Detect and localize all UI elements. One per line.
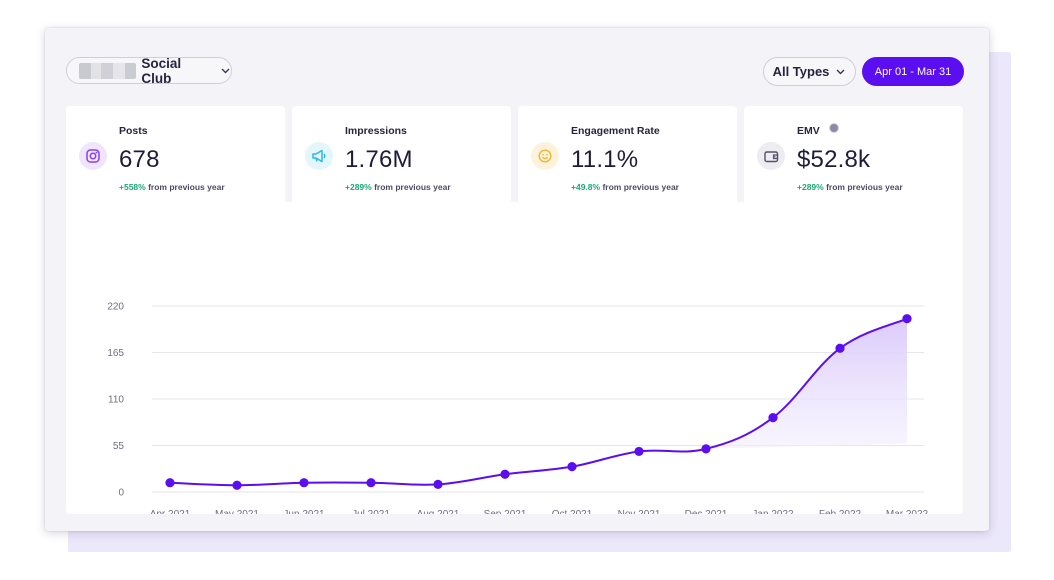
card-value: 678 <box>119 146 160 173</box>
x-tick-label: Nov 2021 <box>618 509 661 514</box>
type-filter-dropdown[interactable]: All Types <box>763 57 856 86</box>
smiley-icon <box>531 142 559 170</box>
y-tick-label: 55 <box>113 441 125 452</box>
card-value: $52.8k <box>797 146 871 173</box>
data-point[interactable] <box>768 413 778 423</box>
stat-card-emv: EMV $52.8k +289% from previous year <box>744 106 963 202</box>
line-chart: 0 55 110 165 220 Apr 2021 May 2021 Jun 2021 Jul… <box>107 302 929 515</box>
x-tick-label: May 2021 <box>215 509 259 514</box>
x-tick-label: Mar 2022 <box>886 509 929 514</box>
stat-card-posts: Posts 678 +558% from previous year <box>66 106 285 202</box>
card-title: Impressions <box>345 125 407 137</box>
x-tick-label: Oct 2021 <box>552 509 593 514</box>
stat-card-engagement-rate: Engagement Rate 11.1% +49.8% from previo… <box>518 106 737 202</box>
x-tick-label: Jun 2021 <box>283 509 325 514</box>
chart-area: 0 55 110 165 220 Apr 2021 May 2021 Jun 2021 Jul… <box>66 202 963 514</box>
date-range-button[interactable]: Apr 01 - Mar 31 <box>862 57 964 86</box>
dashboard-panel: Social Club All Types Apr 01 - Mar 31 Po… <box>45 28 989 531</box>
x-tick-label: Dec 2021 <box>685 509 728 514</box>
data-point[interactable] <box>835 343 845 353</box>
instagram-icon <box>79 142 107 170</box>
chevron-down-icon <box>836 67 846 77</box>
info-icon[interactable] <box>829 123 839 133</box>
x-tick-label: Feb 2022 <box>819 509 862 514</box>
data-point[interactable] <box>232 480 242 490</box>
data-point[interactable] <box>165 478 175 488</box>
series-line <box>169 317 908 487</box>
data-point[interactable] <box>500 469 510 479</box>
card-change: +289% from previous year <box>345 182 451 192</box>
y-tick-label: 0 <box>118 488 124 499</box>
card-change: +49.8% from previous year <box>571 182 679 192</box>
y-tick-label: 110 <box>108 395 124 406</box>
chevron-down-icon <box>221 66 231 76</box>
data-point[interactable] <box>634 446 644 457</box>
card-change: +289% from previous year <box>797 182 903 192</box>
x-tick-label: Apr 2021 <box>150 509 191 514</box>
megaphone-icon <box>305 142 333 170</box>
card-title: EMV <box>797 125 820 137</box>
data-point[interactable] <box>433 479 443 489</box>
card-value: 1.76M <box>345 146 413 173</box>
card-title: Posts <box>119 125 148 137</box>
data-point[interactable] <box>902 314 912 324</box>
y-tick-label: 220 <box>107 302 124 313</box>
data-point[interactable] <box>299 478 309 488</box>
x-tick-label: Jan 2022 <box>752 509 794 514</box>
data-point[interactable] <box>701 444 711 454</box>
x-tick-label: Sep 2021 <box>484 509 527 514</box>
wallet-icon <box>757 142 785 170</box>
blurred-club-logo <box>79 62 137 79</box>
data-point[interactable] <box>366 478 376 488</box>
data-point[interactable] <box>567 462 577 472</box>
x-tick-label: Aug 2021 <box>417 509 460 514</box>
card-value: 11.1% <box>571 146 639 173</box>
club-name-label: Social Club <box>141 55 182 86</box>
stat-card-impressions: Impressions 1.76M +289% from previous ye… <box>292 106 511 202</box>
card-change: +558% from previous year <box>119 182 225 192</box>
y-tick-label: 165 <box>107 348 124 359</box>
card-title: Engagement Rate <box>571 125 660 137</box>
type-filter-label: All Types <box>772 64 830 79</box>
club-selector[interactable]: Social Club <box>66 55 232 86</box>
x-tick-label: Jul 2021 <box>352 509 390 514</box>
